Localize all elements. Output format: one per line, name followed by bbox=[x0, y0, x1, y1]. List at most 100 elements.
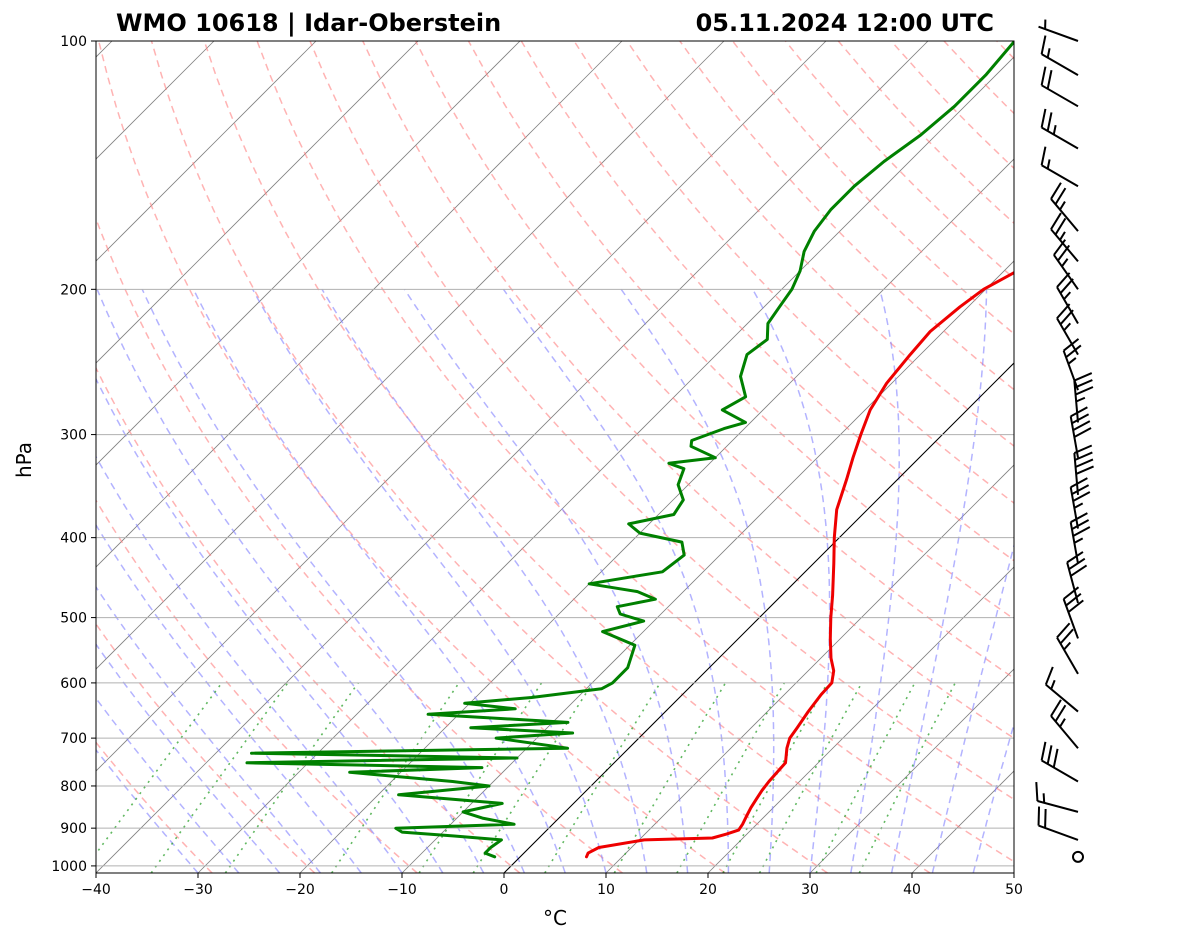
moist-adiabat-line bbox=[620, 288, 775, 873]
dry-adiabat-line bbox=[679, 41, 1014, 391]
y-tick-label: 800 bbox=[60, 779, 87, 795]
x-tick-label: −20 bbox=[285, 882, 315, 898]
dewpoint-profile-line bbox=[245, 41, 1014, 859]
wind-barb bbox=[1062, 338, 1082, 391]
x-tick-label: 10 bbox=[597, 882, 615, 898]
x-tick-label: 30 bbox=[801, 882, 819, 898]
dry-adiabat-line bbox=[203, 41, 931, 873]
dry-adiabat-line bbox=[573, 41, 1014, 504]
x-tick-label: −30 bbox=[183, 882, 213, 898]
dry-adiabat-line bbox=[1050, 41, 1181, 873]
barb-flag bbox=[1056, 622, 1071, 639]
moist-adiabat-line bbox=[96, 585, 321, 873]
y-tick-label: 400 bbox=[60, 531, 87, 547]
barb-flag bbox=[1065, 592, 1082, 607]
moist-adiabat-line bbox=[403, 288, 689, 873]
x-axis-label: °C bbox=[543, 906, 567, 930]
barb-flag bbox=[1042, 793, 1046, 803]
barb-flag bbox=[1072, 420, 1091, 432]
barb-shaft bbox=[1038, 824, 1079, 841]
x-tick-label: 50 bbox=[1005, 882, 1023, 898]
mixing-ratio-line bbox=[418, 682, 543, 873]
barb-flag bbox=[1050, 182, 1062, 200]
barb-flag bbox=[1075, 458, 1094, 468]
barb-flag bbox=[1068, 557, 1086, 570]
y-tick-label: 700 bbox=[60, 731, 87, 747]
barb-flag bbox=[1037, 806, 1041, 826]
x-tick-label: 0 bbox=[500, 882, 509, 898]
barb-flag bbox=[1050, 212, 1062, 230]
y-tick-label: 900 bbox=[60, 821, 87, 837]
barb-flag bbox=[1054, 187, 1067, 205]
moist-adiabat-line bbox=[850, 289, 900, 873]
barb-flag bbox=[1072, 526, 1091, 537]
barb-flag bbox=[1071, 413, 1090, 425]
barb-flag bbox=[1052, 748, 1059, 768]
plot-frame bbox=[95, 40, 1015, 874]
dry-adiabat-line bbox=[150, 41, 828, 873]
dry-adiabat-line bbox=[362, 41, 1014, 740]
y-tick-label: 1000 bbox=[51, 859, 87, 875]
mixing-ratio-line bbox=[676, 682, 785, 873]
barb-flag bbox=[1063, 291, 1072, 300]
x-tick-label: 20 bbox=[699, 882, 717, 898]
barb-flag bbox=[1044, 666, 1054, 685]
isotherm-line bbox=[707, 566, 1014, 873]
mixing-ratio-line bbox=[613, 682, 727, 873]
barb-flag bbox=[1070, 406, 1088, 418]
barb-flag bbox=[1063, 322, 1072, 332]
wind-barb bbox=[1035, 782, 1079, 813]
dry-adiabat-line bbox=[96, 622, 316, 873]
wind-barb bbox=[1040, 35, 1079, 77]
dry-adiabat-line bbox=[309, 41, 1014, 801]
mixing-ratio-line bbox=[858, 682, 956, 873]
barb-flag bbox=[1073, 427, 1092, 438]
barb-flag bbox=[1035, 782, 1039, 802]
barb-flag bbox=[1067, 599, 1084, 613]
isotherm-line bbox=[1116, 41, 1181, 873]
barb-flag bbox=[1052, 125, 1057, 135]
zero-isotherm-line bbox=[503, 362, 1014, 873]
dry-adiabat-line bbox=[96, 366, 521, 873]
barb-flag bbox=[1063, 586, 1080, 600]
background-lines bbox=[96, 41, 1181, 873]
calm-wind-circle bbox=[1072, 850, 1084, 863]
barb-flag bbox=[1073, 537, 1084, 544]
series-layer bbox=[245, 41, 1014, 859]
barb-flag bbox=[1054, 217, 1067, 236]
isotherm-line bbox=[1013, 872, 1014, 873]
moist-adiabat-line bbox=[192, 288, 566, 873]
wind-barbs bbox=[1035, 19, 1094, 863]
moist-adiabat-line bbox=[502, 288, 730, 873]
dry-adiabat-line bbox=[996, 41, 1014, 60]
y-axis-label: hPa bbox=[12, 442, 36, 478]
barb-flag bbox=[1070, 477, 1088, 489]
y-tick-label: 500 bbox=[60, 611, 87, 627]
barb-flag bbox=[1070, 564, 1088, 577]
moist-adiabat-line bbox=[96, 523, 362, 873]
barb-flag bbox=[1054, 704, 1067, 722]
barb-flag bbox=[1071, 519, 1090, 530]
wind-barb bbox=[1038, 19, 1079, 42]
barb-flag bbox=[1040, 66, 1047, 86]
barb-flag bbox=[1065, 344, 1082, 359]
barb-flag bbox=[1074, 451, 1093, 461]
barb-flag bbox=[1046, 159, 1051, 169]
x-tick-label: −40 bbox=[81, 882, 111, 898]
wind-barb bbox=[1056, 622, 1079, 675]
moist-adiabat-line bbox=[252, 288, 607, 873]
barb-flag bbox=[1046, 70, 1053, 90]
isotherm-line bbox=[96, 41, 623, 568]
isotherm-line bbox=[96, 41, 725, 670]
wind-barb bbox=[1066, 551, 1088, 604]
barb-flag bbox=[1046, 112, 1053, 132]
barb-flag bbox=[1040, 35, 1047, 55]
wind-barb bbox=[1040, 66, 1079, 108]
barb-flag bbox=[1063, 641, 1072, 651]
y-tick-label: 300 bbox=[60, 428, 87, 444]
wind-barb bbox=[1072, 850, 1084, 863]
barb-flag bbox=[1044, 808, 1047, 828]
barb-flag bbox=[1040, 741, 1047, 761]
barb-shaft bbox=[1050, 228, 1079, 263]
barb-flag bbox=[1059, 278, 1074, 294]
